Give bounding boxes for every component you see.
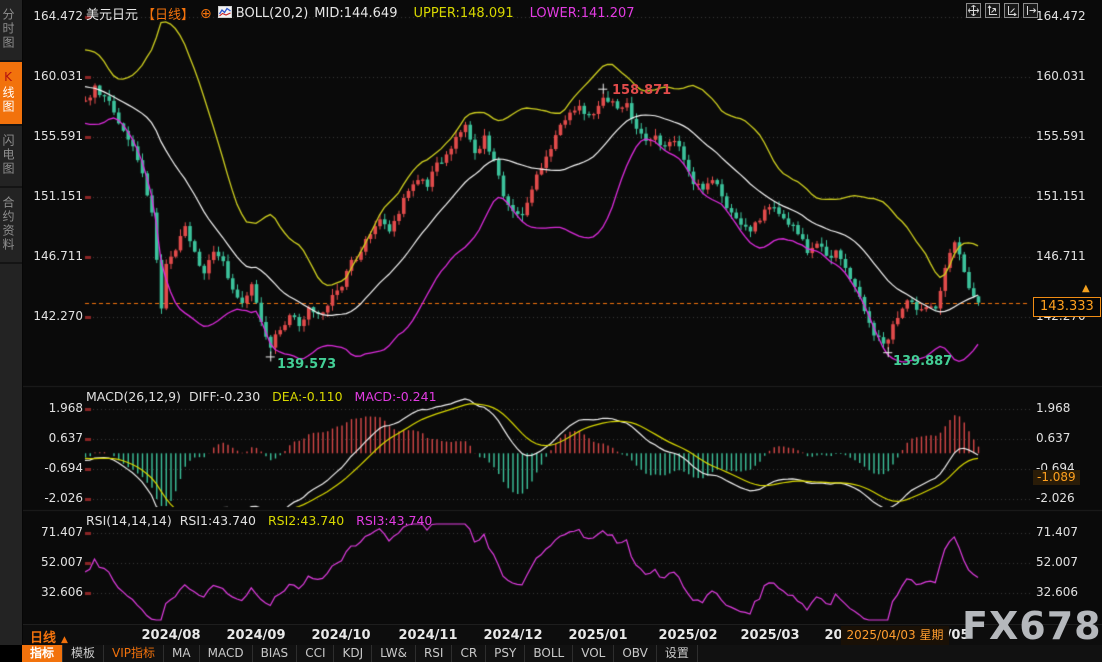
boll-lower-value: LOWER:141.207: [529, 6, 635, 21]
toolbar-item-KDJ[interactable]: KDJ: [334, 645, 373, 662]
y-axis-label: 155.591: [1036, 129, 1086, 143]
y-axis-label: 52.007: [1036, 555, 1078, 569]
toolbar-item-VOL[interactable]: VOL: [573, 645, 615, 662]
current-price-tag: 143.333: [1033, 297, 1101, 317]
sidebar-tab-3[interactable]: 闪电图: [0, 126, 22, 188]
toolbar-item-LW&[interactable]: LW&: [372, 645, 416, 662]
rsi3-value: RSI3:43.740: [356, 513, 433, 528]
add-circle-icon[interactable]: ⊕: [200, 5, 212, 22]
sidebar-tab-label-accent: K: [1, 70, 15, 86]
macd-dea-value: DEA:-0.110: [272, 389, 343, 404]
y-axis-label: 151.151: [1036, 189, 1086, 203]
toolbar-item-BOLL[interactable]: BOLL: [525, 645, 574, 662]
sidebar-tab-4[interactable]: 合约资料: [0, 188, 22, 264]
pan-right-icon[interactable]: [1023, 3, 1038, 18]
macd-header: MACD(26,12,9) DIFF:-0.230 DEA:-0.110 MACD:-…: [86, 389, 437, 404]
fx678-watermark: FX678: [962, 604, 1102, 648]
y-axis-label: 32.606: [1036, 585, 1078, 599]
triangle-up-icon: ▲: [61, 635, 68, 645]
indicator-toolbar: 指标 模板 VIP指标 MA MACD BIAS CCI KDJ LW& RSI CR PSY BOLL…: [0, 645, 1102, 662]
low-price-annotation-1: 139.573: [277, 357, 337, 372]
y-axis-label: 1.968: [1036, 401, 1071, 415]
x-axis-month-label: 2024/10: [311, 628, 371, 643]
x-axis-month-label: 2025/02: [658, 628, 718, 643]
y-axis-label: 71.407: [1036, 525, 1078, 539]
rsi2-value: RSI2:43.740: [267, 513, 345, 528]
x-axis-month-label: 2024/12: [483, 628, 543, 643]
y-axis-label: 164.472: [33, 9, 83, 23]
y-axis-label: 32.606: [41, 585, 83, 599]
boll-mid-value: MID:144.649: [314, 6, 398, 21]
macd-diff-value: DIFF:-0.230: [188, 389, 261, 404]
toolbar-item-MA[interactable]: MA: [164, 645, 200, 662]
sidebar-tab-2[interactable]: K线图: [0, 62, 22, 126]
rsi1-value: RSI1:43.740: [179, 513, 256, 528]
y-axis-label: 52.007: [41, 555, 83, 569]
toolbar-item-BIAS[interactable]: BIAS: [253, 645, 298, 662]
boll-upper-value: UPPER:148.091: [413, 6, 514, 21]
toolbar-item-VIP指标[interactable]: VIP指标: [104, 645, 165, 662]
y-axis-label: 142.270: [33, 309, 83, 323]
x-axis-month-label: 2024/09: [226, 628, 286, 643]
toolbar-item-RSI[interactable]: RSI: [416, 645, 453, 662]
window-controls: [966, 3, 1038, 18]
y-axis-label: -2.026: [44, 491, 83, 505]
macd-title: MACD(26,12,9): [86, 389, 181, 404]
x-axis-month-label: 2025/03: [740, 628, 800, 643]
y-axis-label: 1.968: [48, 401, 83, 415]
macd-current-value-tag: -1.089: [1033, 470, 1080, 485]
date-tooltip: 2025/04/03 星期四: [841, 626, 949, 661]
chart-type-icon[interactable]: [217, 5, 232, 22]
period-selector-label: 日线: [30, 631, 57, 646]
sidebar-tab-1[interactable]: 分时图: [0, 0, 22, 62]
y-axis-label: 160.031: [33, 69, 83, 83]
toolbar-item-PSY[interactable]: PSY: [486, 645, 526, 662]
y-axis-zoom-icon[interactable]: [985, 3, 1000, 18]
period-selector[interactable]: 日线 ▲: [30, 627, 68, 646]
y-axis-label: 146.711: [1036, 249, 1086, 263]
current-price-arrow-icon: ▲: [1082, 283, 1090, 294]
x-axis-month-label: 2024/11: [398, 628, 458, 643]
y-axis-label: 0.637: [1036, 431, 1071, 445]
toolbar-item-指标[interactable]: 指标: [22, 645, 64, 662]
toolbar-item-OBV[interactable]: OBV: [614, 645, 657, 662]
x-axis-zoom-icon[interactable]: [1004, 3, 1019, 18]
symbol-name: 美元日元: [86, 8, 139, 23]
low-price-annotation-2: 139.887: [893, 354, 953, 369]
y-axis-label: -2.026: [1036, 491, 1075, 505]
rsi-header: RSI(14,14,14) RSI1:43.740 RSI2:43.740 RSI3:…: [86, 513, 432, 528]
high-price-annotation: 158.871: [612, 83, 672, 98]
x-axis-month-label: 2025/01: [568, 628, 628, 643]
y-axis-label: 155.591: [33, 129, 83, 143]
y-axis-label: 146.711: [33, 249, 83, 263]
chart-header: 美元日元 【日线】 ⊕ BOLL(20,2) MID:144.649 UPPER:148.…: [86, 4, 635, 23]
macd-hist-value: MACD:-0.241: [354, 389, 437, 404]
x-axis-row: 日线 ▲ 2024/08 2024/09 2024/10 2024/11 2024/12 2…: [0, 624, 1102, 661]
y-axis-label: 164.472: [1036, 9, 1086, 23]
y-axis-label: -0.694: [44, 461, 83, 475]
toolbar-corner-spacer: [0, 645, 22, 662]
x-axis-month-label: 2024/08: [141, 628, 201, 643]
y-axis-label: 71.407: [41, 525, 83, 539]
rsi-title: RSI(14,14,14): [86, 513, 172, 528]
toolbar-item-MACD[interactable]: MACD: [200, 645, 253, 662]
y-axis-label: 160.031: [1036, 69, 1086, 83]
boll-params-label: BOLL(20,2): [235, 6, 309, 21]
toolbar-item-设置[interactable]: 设置: [657, 645, 698, 662]
y-axis-label: 151.151: [33, 189, 83, 203]
toolbar-item-模板[interactable]: 模板: [63, 645, 105, 662]
sidebar: 分时图 K线图 闪电图 合约资料: [0, 0, 23, 645]
y-axis-label: 0.637: [48, 431, 83, 445]
move-icon[interactable]: [966, 3, 981, 18]
toolbar-item-CCI[interactable]: CCI: [297, 645, 335, 662]
period-tag[interactable]: 【日线】: [142, 8, 195, 23]
toolbar-item-CR[interactable]: CR: [452, 645, 487, 662]
